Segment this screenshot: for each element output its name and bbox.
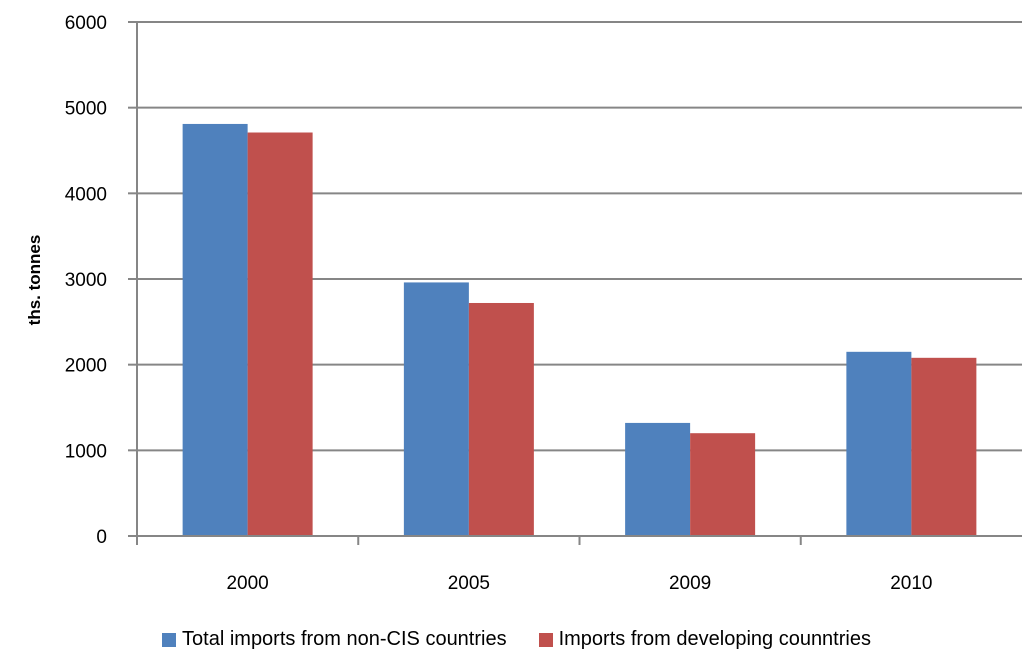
legend-label-series-1: Total imports from non-CIS countries — [182, 628, 507, 650]
y-tick-label: 5000 — [65, 99, 107, 120]
bar-developing-2010 — [911, 357, 977, 536]
y-tick-label: 1000 — [65, 441, 107, 462]
y-axis-title: ths. tonnes — [25, 235, 44, 326]
y-tick-label: 0 — [96, 527, 107, 548]
bar-developing-2009 — [690, 433, 756, 536]
x-tick-label: 2010 — [890, 573, 932, 594]
bar-developing-2005 — [468, 302, 534, 536]
bar-developing-2000 — [247, 132, 313, 536]
axes — [128, 21, 1022, 545]
x-tick-label: 2005 — [448, 573, 490, 594]
legend-swatch-series-1 — [162, 632, 177, 647]
y-tick-label: 2000 — [65, 356, 107, 377]
legend: Total imports from non-CIS countries Imp… — [0, 628, 1033, 651]
bar-total-non-cis-2009 — [625, 422, 691, 536]
legend-item-series-1: Total imports from non-CIS countries — [162, 628, 507, 651]
bar-total-non-cis-2005 — [403, 282, 469, 536]
x-tick-label: 2000 — [226, 573, 268, 594]
legend-swatch-series-2 — [538, 632, 553, 647]
legend-item-series-2: Imports from developing counntries — [538, 628, 871, 651]
y-tick-label: 6000 — [65, 13, 107, 34]
y-tick-label: 3000 — [65, 270, 107, 291]
x-tick-label: 2009 — [669, 573, 711, 594]
bars — [182, 123, 977, 537]
y-tick-label: 4000 — [65, 184, 107, 205]
x-tick-labels: 2000 2005 2009 2010 — [226, 573, 932, 594]
bar-total-non-cis-2000 — [182, 123, 248, 537]
y-tick-labels: 0 1000 2000 3000 4000 5000 6000 — [65, 13, 107, 548]
bar-total-non-cis-2010 — [846, 351, 912, 536]
legend-label-series-2: Imports from developing counntries — [558, 628, 871, 650]
